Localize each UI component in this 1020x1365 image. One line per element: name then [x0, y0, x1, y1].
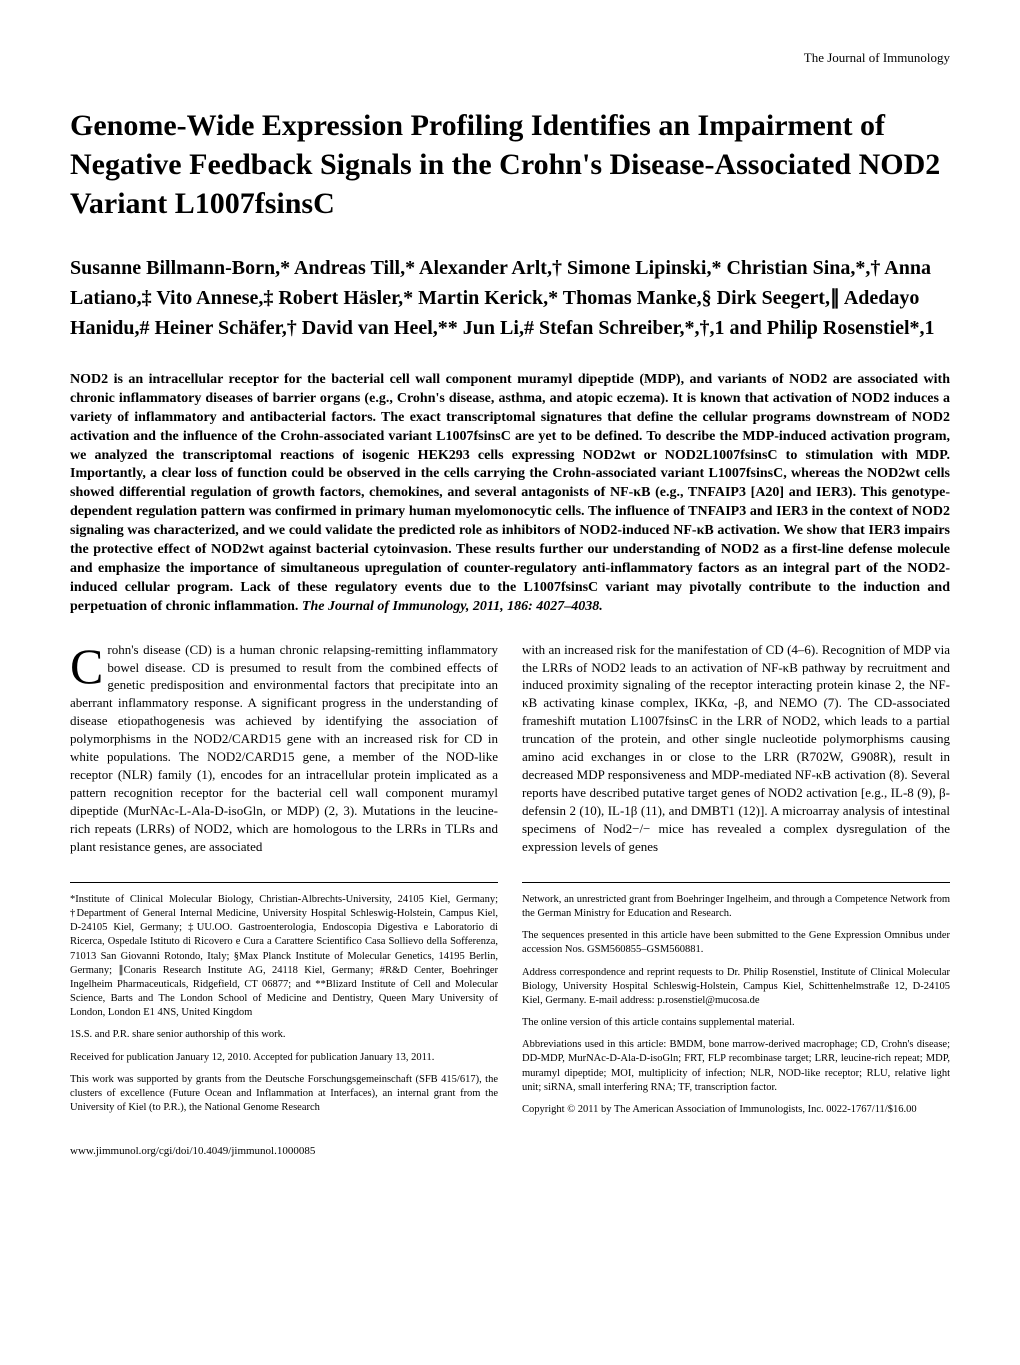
abbreviations: Abbreviations used in this article: BMDM… — [522, 1038, 950, 1095]
author-list: Susanne Billmann-Born,* Andreas Till,* A… — [70, 253, 950, 343]
abstract-text: NOD2 is an intracellular receptor for th… — [70, 372, 950, 614]
copyright: Copyright © 2011 by The American Associa… — [522, 1103, 950, 1117]
footer-divider-right — [522, 882, 950, 883]
affiliations: *Institute of Clinical Molecular Biology… — [70, 893, 498, 1021]
body-col-left: C rohn's disease (CD) is a human chronic… — [70, 641, 498, 856]
body-text-left: rohn's disease (CD) is a human chronic r… — [70, 642, 498, 854]
body-columns: C rohn's disease (CD) is a human chronic… — [70, 641, 950, 856]
abstract: NOD2 is an intracellular receptor for th… — [70, 371, 950, 617]
dropcap: C — [70, 641, 107, 688]
supplemental-note: The online version of this article conta… — [522, 1016, 950, 1030]
received-dates: Received for publication January 12, 201… — [70, 1051, 498, 1065]
page-footer-url: www.jimmunol.org/cgi/doi/10.4049/jimmuno… — [70, 1145, 950, 1157]
footer-divider — [70, 882, 498, 883]
footer-col-right: Network, an unrestricted grant from Boeh… — [522, 872, 950, 1125]
footer-columns: *Institute of Clinical Molecular Biology… — [70, 872, 950, 1125]
article-title: Genome-Wide Expression Profiling Identif… — [70, 106, 950, 223]
senior-authorship-note: 1S.S. and P.R. share senior authorship o… — [70, 1028, 498, 1042]
body-col-right: with an increased risk for the manifesta… — [522, 641, 950, 856]
abstract-citation: The Journal of Immunology, 2011, 186: 40… — [302, 599, 603, 614]
correspondence: Address correspondence and reprint reque… — [522, 966, 950, 1009]
funding-left: This work was supported by grants from t… — [70, 1073, 498, 1116]
body-text-right: with an increased risk for the manifesta… — [522, 642, 950, 854]
running-head: The Journal of Immunology — [70, 50, 950, 66]
accession-note: The sequences presented in this article … — [522, 929, 950, 957]
footer-col-left: *Institute of Clinical Molecular Biology… — [70, 872, 498, 1125]
funding-right: Network, an unrestricted grant from Boeh… — [522, 893, 950, 921]
